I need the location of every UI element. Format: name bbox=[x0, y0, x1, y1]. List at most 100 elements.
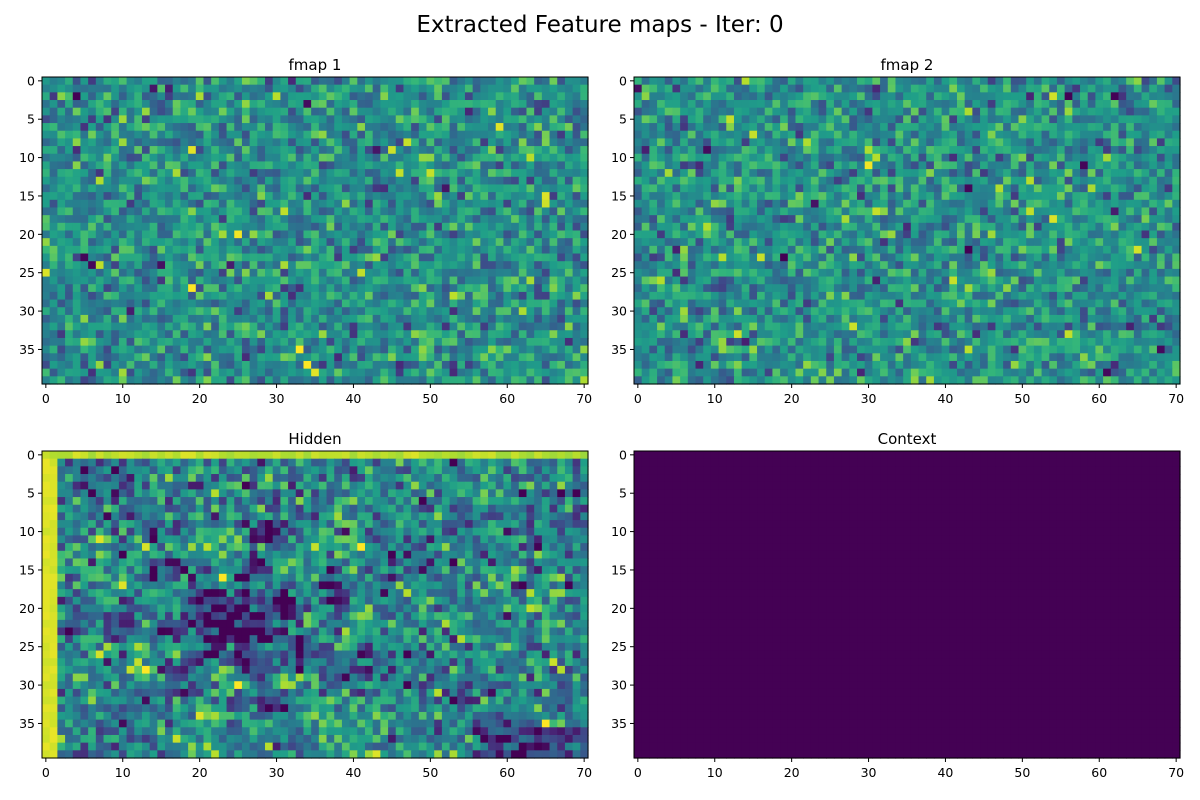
heatmap-cell bbox=[1087, 192, 1097, 201]
heatmap-cell bbox=[518, 77, 528, 86]
heatmap-cell bbox=[265, 261, 274, 270]
heatmap-cell bbox=[464, 222, 474, 232]
heatmap-cell bbox=[341, 77, 351, 86]
heatmap-cell bbox=[495, 161, 505, 170]
heatmap-cell bbox=[457, 261, 466, 270]
heatmap-cell bbox=[1018, 192, 1027, 201]
heatmap-cell bbox=[503, 353, 512, 362]
heatmap-cell bbox=[257, 230, 266, 239]
heatmap-cell bbox=[880, 261, 889, 270]
heatmap-cell bbox=[464, 330, 474, 339]
heatmap-cell bbox=[188, 284, 197, 293]
heatmap-cell bbox=[472, 84, 481, 93]
heatmap-cell bbox=[111, 230, 120, 239]
heatmap-cell bbox=[195, 207, 205, 216]
heatmap-cell bbox=[995, 130, 1004, 139]
heatmap-cell bbox=[141, 314, 151, 324]
heatmap-cell bbox=[503, 192, 512, 201]
heatmap-cell bbox=[311, 207, 320, 216]
heatmap-cell bbox=[864, 215, 873, 224]
heatmap-cell bbox=[1126, 184, 1135, 193]
heatmap-cell bbox=[372, 161, 381, 170]
heatmap-cell bbox=[172, 77, 182, 86]
heatmap-cell bbox=[464, 238, 474, 247]
heatmap-cell bbox=[710, 268, 720, 278]
heatmap-cell bbox=[341, 169, 351, 178]
heatmap-cell bbox=[88, 238, 97, 247]
heatmap-cell bbox=[1049, 161, 1058, 170]
heatmap-cell bbox=[449, 107, 458, 116]
heatmap-cell bbox=[826, 222, 835, 232]
heatmap-cell bbox=[503, 115, 512, 124]
heatmap-cell bbox=[188, 376, 197, 385]
heatmap-cell bbox=[49, 169, 58, 178]
heatmap-cell bbox=[664, 245, 674, 255]
heatmap-cell bbox=[211, 360, 220, 370]
heatmap-cell bbox=[134, 322, 143, 331]
heatmap-cell bbox=[772, 207, 781, 216]
heatmap-cell bbox=[211, 192, 220, 201]
heatmap-cell bbox=[326, 123, 335, 132]
heatmap-cell bbox=[257, 337, 266, 347]
heatmap-cell bbox=[165, 276, 174, 285]
heatmap-cell bbox=[211, 199, 220, 209]
heatmap-cell bbox=[395, 100, 405, 109]
heatmap-cell bbox=[1087, 107, 1097, 116]
heatmap-cell bbox=[1041, 276, 1050, 285]
heatmap-cell bbox=[841, 199, 850, 209]
heatmap-cell bbox=[541, 322, 551, 331]
heatmap-cell bbox=[457, 268, 466, 278]
heatmap-cell bbox=[157, 215, 166, 224]
heatmap-cell bbox=[457, 138, 466, 147]
heatmap-cell bbox=[1056, 138, 1066, 147]
heatmap-cell bbox=[195, 299, 205, 308]
heatmap-cell bbox=[557, 245, 566, 255]
heatmap-cell bbox=[764, 284, 774, 293]
heatmap-cell bbox=[680, 245, 689, 255]
heatmap-cell bbox=[1164, 77, 1173, 86]
heatmap-cell bbox=[534, 222, 543, 232]
heatmap-cell bbox=[372, 107, 381, 116]
heatmap-cell bbox=[42, 77, 51, 86]
heatmap-cell bbox=[557, 337, 566, 347]
heatmap-cell bbox=[1133, 230, 1143, 239]
heatmap-cell bbox=[357, 107, 366, 116]
heatmap-cell bbox=[395, 284, 405, 293]
heatmap-cell bbox=[657, 115, 666, 124]
heatmap-cell bbox=[288, 153, 297, 163]
heatmap-cell bbox=[157, 276, 166, 285]
heatmap-cell bbox=[964, 222, 973, 232]
heatmap-cell bbox=[995, 84, 1004, 93]
heatmap-cell bbox=[503, 368, 512, 377]
heatmap-cell bbox=[180, 222, 189, 232]
heatmap-cell bbox=[241, 199, 251, 209]
heatmap-cell bbox=[357, 130, 366, 139]
heatmap-cell bbox=[195, 245, 205, 255]
heatmap-cell bbox=[1118, 161, 1127, 170]
heatmap-cell bbox=[810, 199, 820, 209]
heatmap-cell bbox=[80, 130, 89, 139]
heatmap-cell bbox=[364, 184, 374, 193]
heatmap-cell bbox=[103, 230, 112, 239]
heatmap-cell bbox=[480, 284, 489, 293]
heatmap-cell bbox=[518, 322, 528, 331]
heatmap-cell bbox=[564, 330, 574, 339]
heatmap-cell bbox=[134, 215, 143, 224]
heatmap-cell bbox=[672, 215, 681, 224]
heatmap-cell bbox=[257, 222, 266, 232]
heatmap-cell bbox=[203, 253, 212, 262]
heatmap-cell bbox=[65, 314, 74, 324]
heatmap-cell bbox=[795, 130, 804, 139]
heatmap-cell bbox=[203, 100, 212, 109]
heatmap-cell bbox=[226, 368, 235, 377]
heatmap-cell bbox=[141, 100, 151, 109]
heatmap-cell bbox=[964, 199, 973, 209]
heatmap-cell bbox=[218, 115, 228, 124]
heatmap-cell bbox=[833, 100, 843, 109]
heatmap-cell bbox=[995, 238, 1004, 247]
heatmap-cell bbox=[403, 184, 412, 193]
heatmap-cell bbox=[849, 222, 858, 232]
heatmap-cell bbox=[203, 199, 212, 209]
heatmap-cell bbox=[864, 192, 873, 201]
heatmap-cell bbox=[95, 199, 105, 209]
